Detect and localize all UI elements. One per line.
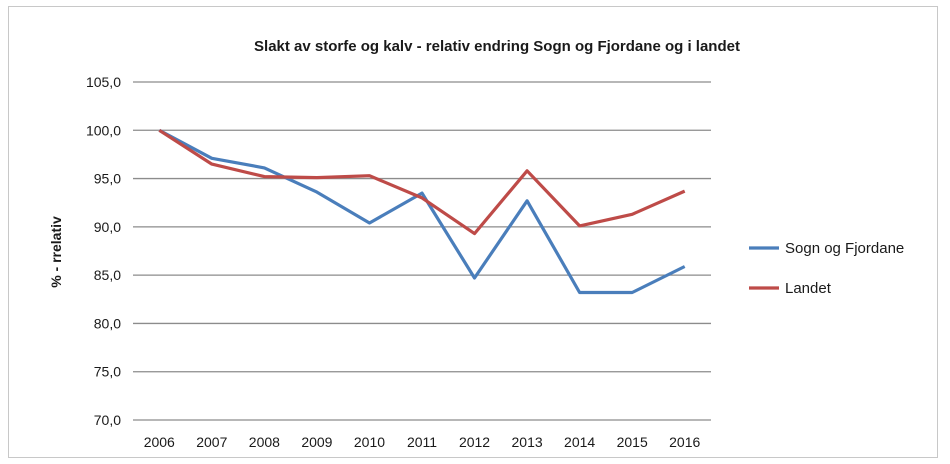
y-tick-label: 95,0 <box>94 171 121 187</box>
y-axis-label: % - rrelativ <box>48 216 64 288</box>
x-tick-label: 2014 <box>564 434 595 450</box>
y-tick-label: 85,0 <box>94 267 121 283</box>
x-tick-label: 2009 <box>301 434 332 450</box>
legend: Sogn og Fjordane Landet <box>749 240 904 297</box>
y-tick-label: 75,0 <box>94 364 121 380</box>
x-tick-labels: 2006 2007 2008 2009 2010 2011 2012 2013 2014 2015… <box>144 434 701 450</box>
legend-label: Sogn og Fjordane <box>785 240 904 257</box>
series-line-1 <box>158 128 686 236</box>
x-tick-label: 2013 <box>512 434 543 450</box>
x-tick-label: 2008 <box>249 434 280 450</box>
y-tick-label: 90,0 <box>94 219 121 235</box>
x-tick-label: 2012 <box>459 434 490 450</box>
series-lines <box>158 128 686 295</box>
x-tick-label: 2006 <box>144 434 175 450</box>
x-tick-label: 2015 <box>617 434 648 450</box>
x-tick-label: 2007 <box>196 434 227 450</box>
x-tick-label: 2016 <box>669 434 700 450</box>
y-tick-label: 80,0 <box>94 315 121 331</box>
line-chart: Slakt av storfe og kalv - relativ endrin… <box>48 38 904 450</box>
x-tick-label: 2010 <box>354 434 385 450</box>
gridlines <box>133 81 711 421</box>
legend-label: Landet <box>785 280 832 297</box>
chart-frame: Slakt av storfe og kalv - relativ endrin… <box>8 6 938 458</box>
y-tick-label: 105,0 <box>86 74 121 90</box>
x-tick-label: 2011 <box>407 434 437 450</box>
chart-title: Slakt av storfe og kalv - relativ endrin… <box>254 38 740 55</box>
y-tick-label: 100,0 <box>86 122 121 138</box>
series-line-0 <box>158 128 686 295</box>
y-tick-labels: 70,0 75,0 80,0 85,0 90,0 95,0 100,0 105,0 <box>86 74 121 428</box>
y-tick-label: 70,0 <box>94 412 121 428</box>
